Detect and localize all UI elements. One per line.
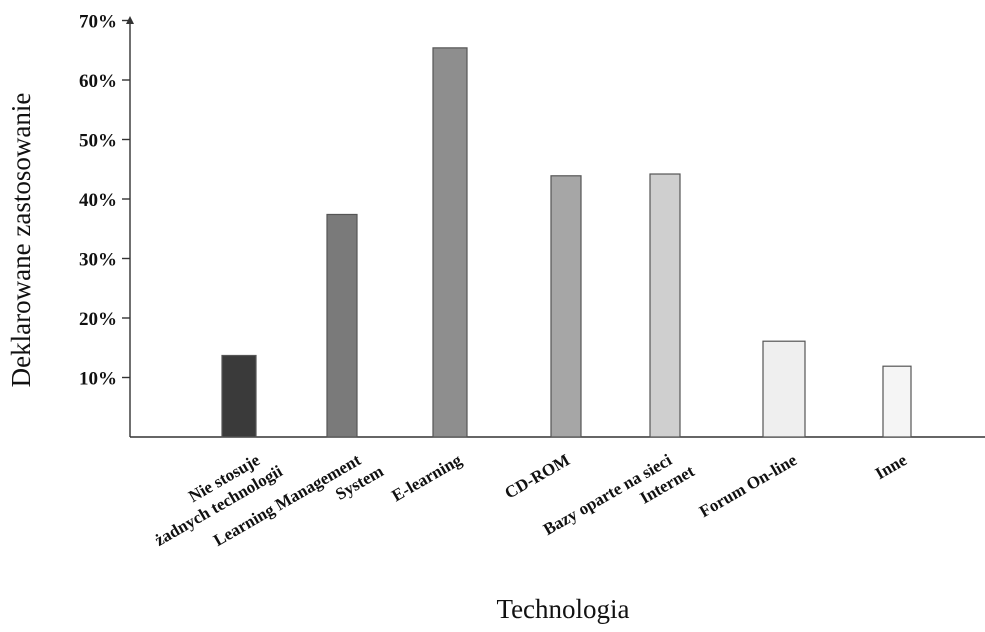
y-axis: 10% 20% 30% 40% 50% 60% 70%	[79, 12, 134, 437]
bar	[550, 175, 582, 438]
bar	[221, 354, 257, 438]
y-tick-label: 20%	[79, 309, 117, 330]
bar	[432, 47, 468, 438]
y-tick-label: 60%	[79, 71, 117, 92]
category-label: Forum On-line	[696, 450, 800, 521]
y-tick-label: 10%	[79, 369, 117, 390]
y-tick-label: 70%	[79, 12, 117, 33]
y-axis-title: Deklarowane zastosowanie	[6, 93, 36, 388]
y-tick-label: 30%	[79, 250, 117, 271]
category-label-line: E-learning	[388, 450, 465, 505]
y-tick-label: 50%	[79, 131, 117, 152]
bar	[649, 173, 681, 438]
category-label-line: Forum On-line	[696, 450, 800, 521]
bar	[882, 365, 912, 438]
bar	[762, 340, 806, 438]
bar	[326, 213, 358, 438]
y-tick-label: 40%	[79, 190, 117, 211]
category-label-line: CD-ROM	[501, 450, 573, 502]
category-label-line: Inne	[872, 450, 911, 483]
x-axis-title: Technologia	[496, 594, 629, 624]
category-label: Inne	[872, 450, 911, 483]
category-label: E-learning	[388, 450, 465, 505]
category-label: CD-ROM	[501, 450, 573, 502]
bars	[221, 47, 912, 438]
